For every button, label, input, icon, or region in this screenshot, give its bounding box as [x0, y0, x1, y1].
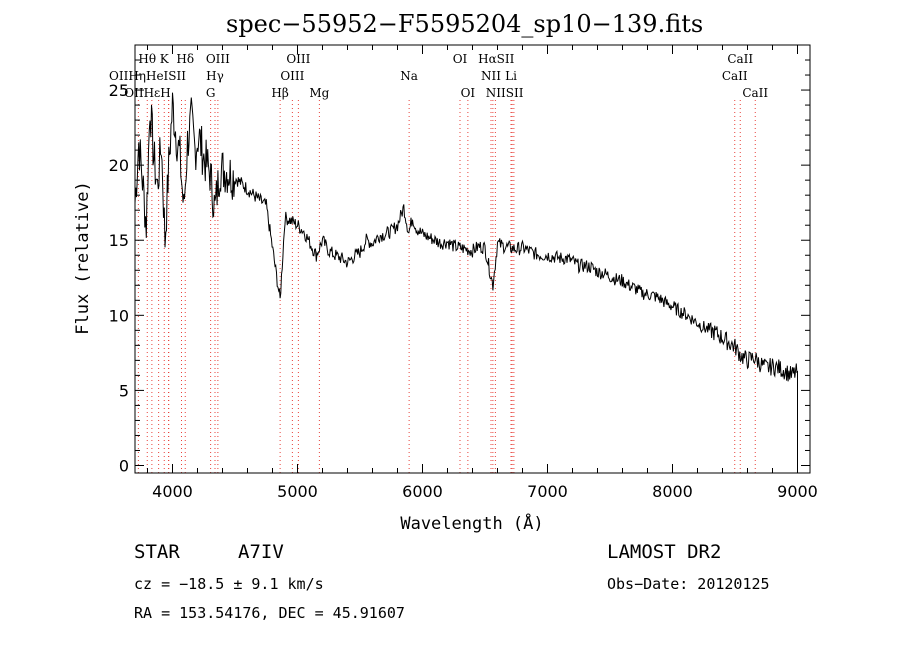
spectral-line-label: HαSII	[478, 52, 515, 66]
spectral-line-label: OIII	[286, 52, 310, 66]
spectral-line-label: Hδ	[176, 52, 194, 66]
spectral-line-label: CaII	[727, 52, 753, 66]
spectral-line-markers	[137, 100, 756, 473]
spectrum-line	[134, 92, 798, 466]
redshift-velocity: cz = −18.5 ± 9.1 km/s	[134, 575, 324, 593]
y-tick-label: 25	[109, 81, 129, 100]
y-tick-label: 20	[109, 156, 129, 175]
y-tick-label: 15	[109, 231, 129, 250]
y-axis-label: Flux (relative)	[73, 181, 93, 335]
spectral-line-label: OIIHεH	[124, 86, 170, 100]
chart-title: spec−55952−F5595204_sp10−139.fits	[226, 10, 704, 38]
spectral-line-label: OIII	[280, 69, 304, 83]
spectral-line-label: Li	[505, 69, 517, 83]
line-labels: Hθ K Hδ OIII OIII OI HαSII CaII OIIHηHeISII Hγ OII…	[109, 52, 768, 100]
spectral-line-label: Hθ	[138, 52, 156, 66]
coordinates: RA = 153.54176, DEC = 45.91607	[134, 604, 405, 622]
x-axis-label: Wavelength (Å)	[400, 512, 543, 534]
spectral-line-label: OIII	[206, 52, 230, 66]
y-axis-ticks: 0 5 10 15 20 25	[109, 59, 810, 475]
spectral-line-label: Hγ	[206, 69, 224, 83]
spectral-line-label: OI	[453, 52, 468, 66]
spectral-line-label: K	[160, 52, 170, 66]
spectral-line-label: OI	[461, 86, 476, 100]
plot-frame	[134, 44, 811, 474]
spectral-line-label: Hβ	[271, 86, 288, 100]
x-tick-label: 5000	[277, 482, 318, 501]
spectral-line-label: NII	[481, 69, 501, 83]
object-type: STAR	[134, 541, 180, 563]
x-tick-label: 9000	[777, 482, 818, 501]
survey-name: LAMOST DR2	[607, 541, 722, 563]
spectral-line-label: Mg	[309, 86, 329, 100]
spectral-line-label: CaII	[722, 69, 748, 83]
y-tick-label: 5	[119, 381, 129, 400]
x-tick-label: 6000	[402, 482, 443, 501]
spectral-line-label: NIISII	[486, 86, 524, 100]
spectral-line-label: G	[206, 86, 216, 100]
spectral-line-label: Na	[400, 69, 418, 83]
spectral-line-label: OIIHηHeISII	[109, 69, 186, 83]
y-tick-label: 0	[119, 456, 129, 475]
spectral-line-label: CaII	[742, 86, 768, 100]
x-tick-label: 7000	[527, 482, 568, 501]
x-axis-ticks: 4000 5000 6000 7000 8000 9000	[147, 45, 818, 501]
object-subclass: A7IV	[238, 541, 284, 563]
x-tick-label: 4000	[152, 482, 193, 501]
x-tick-label: 8000	[652, 482, 693, 501]
observation-date: Obs−Date: 20120125	[607, 575, 770, 593]
y-tick-label: 10	[109, 306, 129, 325]
